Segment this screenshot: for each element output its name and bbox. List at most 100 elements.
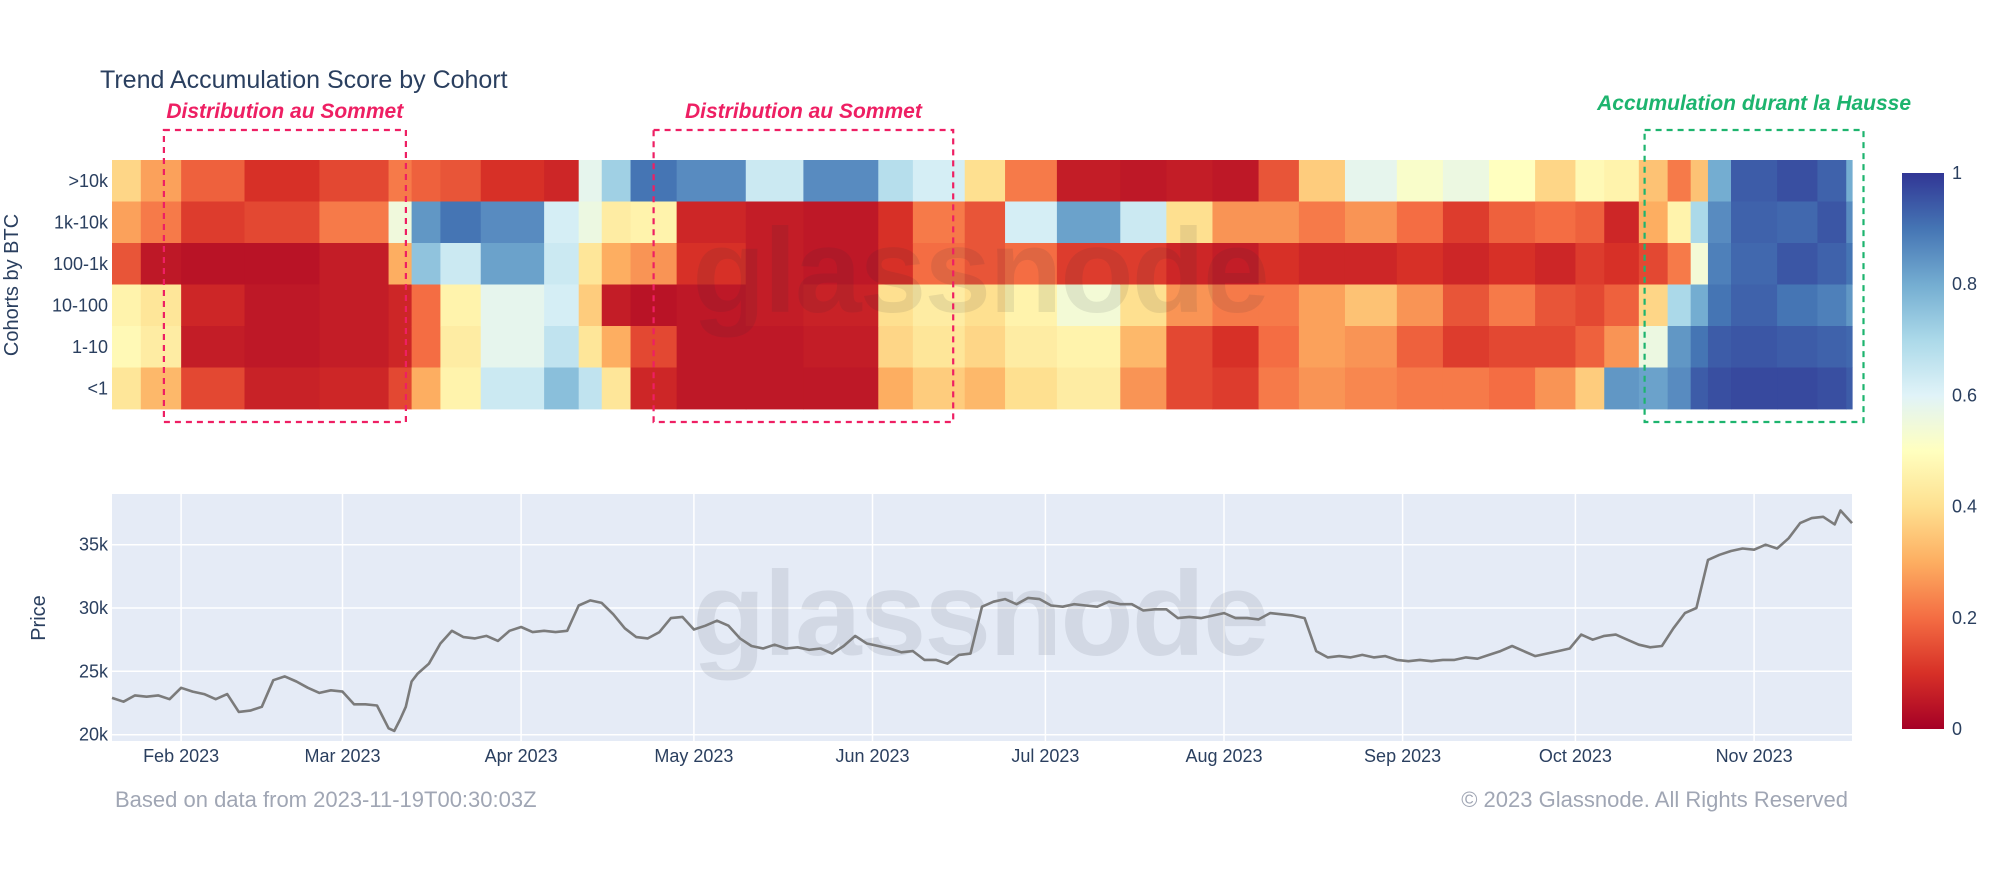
heatmap-cell	[1005, 367, 1058, 410]
heatmap-cell	[912, 284, 966, 327]
heatmap-cell	[1489, 284, 1536, 327]
price-y-tick-label: 35k	[79, 535, 109, 555]
colorbar-tick-label: 0.2	[1952, 608, 1977, 628]
heatmap-cell	[1575, 201, 1605, 244]
heatmap-row-label: >10k	[68, 171, 109, 191]
annotation-label: Accumulation durant la Hausse	[1596, 92, 1911, 115]
heatmap-cell	[912, 367, 966, 410]
colorbar: 1 0.8 0.6 0.4 0.2 0	[1902, 163, 1977, 739]
heatmap-cell	[1258, 367, 1300, 410]
heatmap-cell	[1575, 367, 1605, 410]
heatmap-cell	[319, 326, 390, 368]
price-x-tick-label: Nov 2023	[1716, 746, 1793, 766]
heatmap-cell	[578, 367, 603, 410]
heatmap-cell	[319, 243, 390, 285]
colorbar-tick-label: 1	[1952, 163, 1962, 183]
heatmap-cell	[1489, 243, 1536, 285]
footer-data-source: Based on data from 2023-11-19T00:30:03Z	[115, 787, 537, 812]
heatmap-cell	[480, 284, 545, 327]
heatmap-cell	[1690, 201, 1709, 244]
heatmap-cell	[1731, 243, 1778, 285]
heatmap-cell	[1535, 284, 1577, 327]
colorbar-tick-labels: 1 0.8 0.6 0.4 0.2 0	[1952, 163, 1977, 739]
heatmap-cell	[1212, 160, 1260, 202]
heatmap-cell	[912, 243, 966, 285]
heatmap-cell	[1535, 201, 1577, 244]
heatmap-cell	[1817, 201, 1847, 244]
annotation-boxes: Distribution au Sommet Distribution au So…	[162, 92, 1911, 424]
heatmap-cell	[676, 326, 747, 368]
heatmap-cell	[388, 243, 413, 285]
heatmap-cell	[1690, 160, 1709, 202]
heatmap-cell	[1777, 326, 1819, 368]
heatmap-cell	[544, 201, 580, 244]
price-x-tick-label: Mar 2023	[304, 746, 380, 766]
heatmap-cell	[1005, 284, 1058, 327]
heatmap-cell	[1846, 160, 1853, 202]
heatmap-cell	[601, 326, 632, 368]
heatmap-cell	[1005, 160, 1058, 202]
heatmap-cell	[1731, 284, 1778, 327]
heatmap-cell	[803, 284, 879, 327]
heatmap-cell	[1005, 243, 1058, 285]
heatmap-cell	[244, 160, 321, 202]
heatmap-cell	[1604, 243, 1640, 285]
colorbar-tick-label: 0.8	[1952, 274, 1977, 294]
heatmap-cell	[319, 201, 390, 244]
heatmap-row-label: 1-10	[72, 337, 108, 357]
annotation-box	[1643, 128, 1865, 424]
heatmap-cell	[244, 326, 321, 368]
heatmap-cell	[1120, 326, 1167, 368]
heatmap-cell	[244, 284, 321, 327]
heatmap-cell	[181, 367, 246, 410]
heatmap-cell	[1212, 284, 1260, 327]
heatmap-cell	[1817, 326, 1847, 368]
heatmap-cell	[878, 160, 914, 202]
heatmap-cell	[601, 160, 632, 202]
heatmap-cell	[578, 326, 603, 368]
heatmap-cell	[1817, 284, 1847, 327]
heatmap-cell	[1442, 326, 1490, 368]
heatmap-cell	[803, 326, 879, 368]
heatmap-cell	[1846, 284, 1853, 327]
heatmap-cell	[578, 243, 603, 285]
price-x-tick-label: Oct 2023	[1539, 746, 1612, 766]
heatmap-cell	[964, 326, 1006, 368]
heatmap-cell	[1604, 201, 1640, 244]
heatmap-cell	[1344, 326, 1398, 368]
heatmap-cell	[140, 243, 182, 285]
heatmap-cell	[964, 284, 1006, 327]
heatmap-cell	[1777, 201, 1819, 244]
heatmap-cell	[1817, 243, 1847, 285]
heatmap-cell	[1817, 367, 1847, 410]
heatmap-cell	[676, 243, 747, 285]
heatmap-cell	[480, 243, 545, 285]
price-y-tick-label: 25k	[79, 661, 109, 681]
heatmap-cell	[244, 243, 321, 285]
heatmap-cell	[140, 326, 182, 368]
heatmap-cell	[1777, 243, 1819, 285]
heatmap-cell	[1690, 326, 1709, 368]
heatmap-cell	[544, 367, 580, 410]
price-x-tick-label: Sep 2023	[1364, 746, 1441, 766]
heatmap-y-axis-title: Cohorts by BTC	[1, 214, 23, 356]
heatmap-cell	[480, 160, 545, 202]
heatmap-cell	[1298, 284, 1346, 327]
heatmap-cell	[1298, 201, 1346, 244]
heatmap-cell	[1120, 160, 1167, 202]
annotation-label: Distribution au Sommet	[166, 100, 404, 123]
heatmap-cell	[1258, 326, 1300, 368]
heatmap-cell	[1846, 326, 1853, 368]
heatmap-cell	[1846, 243, 1853, 285]
heatmap-row-label: 1k-10k	[54, 212, 109, 232]
heatmap-cell	[544, 160, 580, 202]
heatmap-cell	[1535, 326, 1577, 368]
heatmap-cell	[411, 326, 442, 368]
price-y-tick-label: 30k	[79, 598, 109, 618]
heatmap-cell	[480, 367, 545, 410]
heatmap-cell	[1344, 201, 1398, 244]
heatmap-cell	[601, 284, 632, 327]
colorbar-tick-label: 0	[1952, 719, 1962, 739]
heatmap-cell	[1535, 160, 1577, 202]
heatmap-cell	[319, 160, 390, 202]
